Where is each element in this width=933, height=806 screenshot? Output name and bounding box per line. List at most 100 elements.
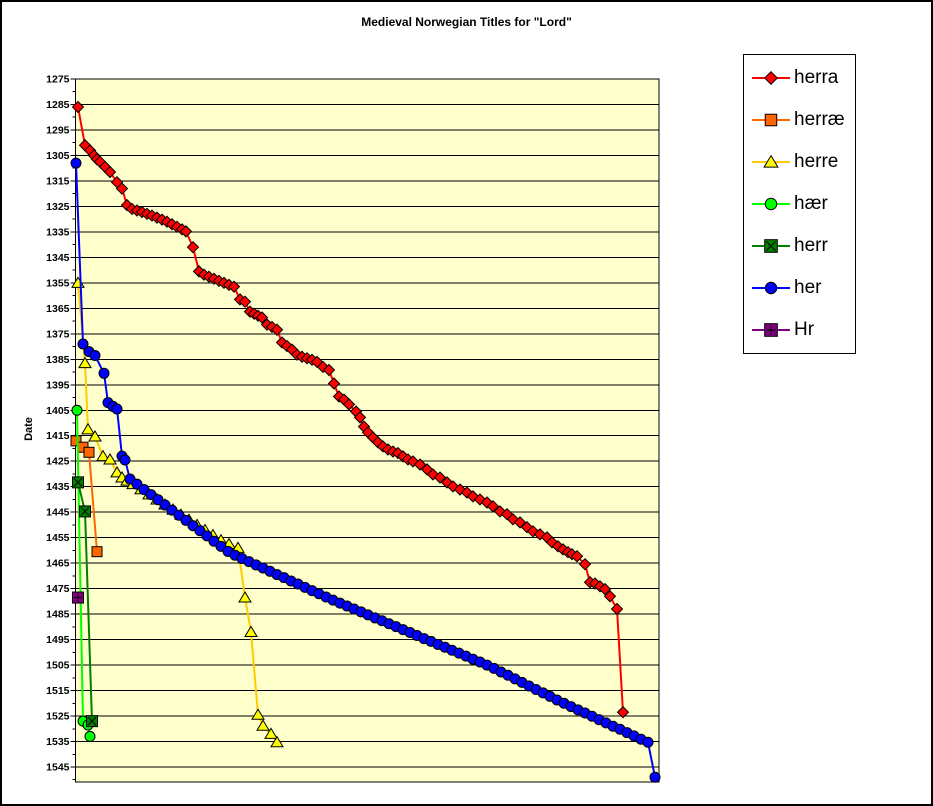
legend-label-herr: herr (794, 235, 828, 256)
y-tick-label: 1445 (46, 507, 70, 519)
legend-label-herre: herre (794, 151, 839, 172)
y-tick-label: 1425 (46, 456, 70, 468)
y-tick-label: 1525 (46, 711, 70, 723)
y-tick-label: 1305 (46, 150, 70, 162)
marker-triangle (264, 727, 278, 739)
y-tick-label: 1415 (46, 430, 70, 442)
marker-triangle (244, 625, 258, 637)
marker-circle (70, 157, 82, 169)
series-herr (72, 476, 98, 728)
y-tick-label: 1335 (46, 226, 70, 238)
legend-label-herrae: herræ (794, 109, 845, 130)
legend-item-herrae: herræ (744, 99, 855, 141)
legend-item-her: her (744, 267, 855, 309)
marker-square (91, 546, 103, 558)
y-tick-label: 1495 (46, 634, 70, 646)
legend-item-herr: herr (744, 225, 855, 267)
marker-circle (649, 771, 661, 783)
marker-square (83, 446, 95, 458)
marker-triangle (88, 430, 102, 442)
marker-diamond (603, 590, 617, 603)
chart-title: Medieval Norwegian Titles for "Lord" (361, 15, 572, 29)
y-tick-label: 1435 (46, 481, 70, 493)
legend-item-herre: herre (744, 141, 855, 183)
marker-diamond (396, 450, 410, 463)
marker-diamond (71, 100, 85, 114)
y-tick-label: 1465 (46, 558, 70, 570)
marker-triangle (78, 356, 92, 369)
marker-diamond (280, 339, 294, 353)
marker-diamond (316, 360, 330, 374)
marker-diamond (270, 323, 284, 336)
marker-triangle (81, 422, 95, 435)
series-hr (72, 591, 84, 604)
y-tick-label: 1535 (46, 736, 70, 748)
series-herra (71, 100, 630, 719)
marker-diamond (413, 458, 427, 471)
marker-diamond (453, 483, 467, 496)
marker-triangle (238, 591, 252, 603)
marker-diamond (179, 225, 193, 238)
marker-x-stroke (766, 241, 776, 251)
marker-diamond (486, 500, 500, 513)
y-tick-label: 1345 (46, 252, 70, 264)
marker-triangle (763, 154, 779, 168)
marker-diamond (493, 505, 507, 518)
marker-diamond (103, 165, 117, 179)
marker-circle (98, 367, 110, 379)
legend-item-hr: Hr (744, 309, 855, 351)
marker-diamond (327, 377, 341, 390)
marker-circle (764, 281, 778, 295)
marker-x-stroke (80, 507, 90, 516)
marker-diamond (238, 295, 252, 308)
marker-circle (764, 197, 778, 211)
marker-diamond (513, 516, 527, 529)
marker-circle (84, 730, 96, 742)
legend-key-hr (752, 323, 790, 337)
y-tick-label: 1275 (46, 74, 70, 86)
y-tick-label: 1475 (46, 583, 70, 595)
marker-diamond (426, 468, 440, 481)
y-tick-label: 1485 (46, 609, 70, 621)
marker-circle (89, 349, 101, 361)
gridlines (75, 78, 659, 768)
legend-label-herra: herra (794, 67, 839, 88)
legend-label-hr: Hr (794, 319, 815, 340)
legend-key-herre (752, 154, 790, 168)
y-tick-label: 1285 (46, 99, 70, 111)
legend-key-herr (752, 239, 790, 253)
marker-diamond (255, 311, 269, 324)
marker-diamond (115, 182, 129, 195)
y-tick-label: 1355 (46, 277, 70, 289)
legend-key-haer (752, 197, 790, 211)
marker-triangle (103, 452, 117, 465)
marker-diamond (466, 490, 480, 503)
y-tick-label: 1295 (46, 124, 70, 136)
y-tick-label: 1385 (46, 354, 70, 366)
y-tick-label: 1545 (46, 762, 70, 774)
marker-triangle (251, 708, 265, 720)
y-tick-label: 1505 (46, 660, 70, 672)
marker-diamond (440, 476, 454, 489)
marker-diamond (186, 240, 200, 254)
marker-diamond (353, 411, 367, 424)
marker-diamond (500, 508, 514, 521)
y-tick-label: 1315 (46, 175, 70, 187)
y-tick-label: 1515 (46, 685, 70, 697)
y-tick-label: 1365 (46, 303, 70, 315)
marker-diamond (446, 480, 460, 493)
legend-key-herrae (752, 113, 790, 127)
marker-square (764, 113, 778, 127)
y-tick-label: 1375 (46, 328, 70, 340)
legend-label-haer: hær (794, 193, 828, 214)
marker-diamond (763, 70, 779, 86)
marker-x-stroke (73, 478, 83, 487)
marker-circle (642, 736, 654, 748)
y-tick-label: 1325 (46, 201, 70, 213)
marker-triangle (96, 449, 110, 462)
marker-circle (111, 403, 123, 415)
series-her (70, 157, 661, 783)
marker-diamond (376, 440, 390, 453)
